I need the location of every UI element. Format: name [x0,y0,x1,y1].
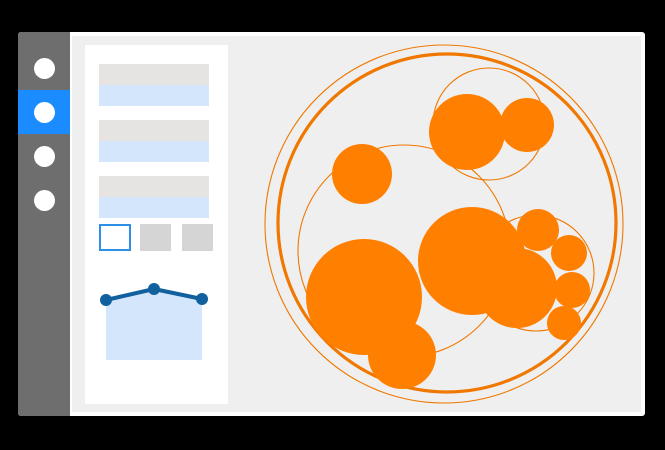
leaf-circle-leaf-br-3[interactable] [551,235,587,271]
chart-area-fill [106,289,202,360]
sidebar-item-dashboard[interactable] [18,46,70,90]
circle-packing-diagram[interactable] [259,40,629,408]
content-area [72,36,641,412]
sidebar-item-reports[interactable] [18,134,70,178]
chart-data-point-2[interactable] [196,293,208,305]
leaf-circle-leaf-br-2[interactable] [517,209,559,251]
button-row [99,224,213,251]
inner-ring [276,52,618,394]
sidebar [18,32,70,416]
outer-ring [264,44,624,404]
field-two-input[interactable] [99,141,209,162]
circle-icon [33,145,55,167]
field-label-placeholder [99,120,209,141]
leaf-circle-leaf-br-4[interactable] [554,272,590,308]
circle-icon [33,57,55,79]
form-panel [85,45,228,404]
circle-icon [33,101,55,123]
field-label-placeholder [99,64,209,85]
leaf-circle-leaf-br-5[interactable] [547,306,581,340]
form-field-one [99,64,209,106]
form-field-three [99,176,209,218]
secondary-button-one[interactable] [140,224,171,251]
leaf-circle-leaf-left-4[interactable] [332,144,392,204]
circle-icon [33,189,55,211]
chart-data-point-0[interactable] [100,294,112,306]
leaf-circle-leaf-tr-2[interactable] [500,98,554,152]
secondary-button-two[interactable] [182,224,213,251]
chart-data-point-1[interactable] [148,283,160,295]
sidebar-item-settings[interactable] [18,178,70,222]
leaf-circle-leaf-br-1[interactable] [477,248,557,328]
sparkline-area-chart [100,283,208,360]
sidebar-item-data-explorer[interactable] [18,90,70,134]
field-one-input[interactable] [99,85,209,106]
leaf-circle-leaf-left-3[interactable] [368,321,436,389]
app-window [18,32,645,416]
leaf-circle-leaf-tr-1[interactable] [429,94,505,170]
primary-button[interactable] [99,224,131,251]
field-three-input[interactable] [99,197,209,218]
field-label-placeholder [99,176,209,197]
form-field-two [99,120,209,162]
